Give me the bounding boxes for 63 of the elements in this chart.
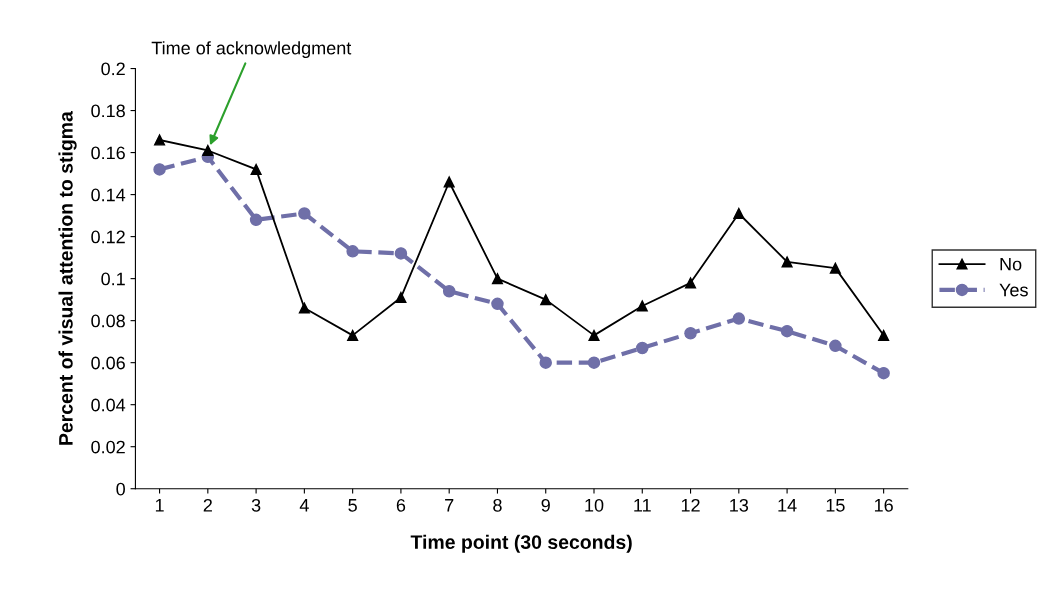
point — [829, 262, 841, 274]
point — [153, 163, 166, 176]
point — [780, 324, 794, 338]
legend-label: No — [1000, 257, 1022, 271]
x-tick-label: 10 — [585, 498, 604, 512]
y-tick-label: 0.02 — [91, 440, 125, 454]
x-tick-label: 13 — [730, 498, 749, 512]
y-tick-label: 0.18 — [91, 104, 125, 118]
point — [394, 247, 408, 260]
x-tick-label: 8 — [493, 498, 502, 512]
point — [878, 329, 890, 341]
point — [298, 207, 311, 220]
y-tick-label: 0.08 — [91, 314, 125, 328]
point — [781, 256, 793, 268]
y-tick-label: 0.16 — [91, 146, 125, 160]
point — [733, 207, 745, 220]
y-axis-title: Percent of visual attention to stigma — [58, 111, 77, 445]
x-tick-label: 14 — [778, 499, 797, 512]
legend-label: Yes — [999, 283, 1028, 297]
point — [395, 291, 407, 304]
point — [732, 312, 746, 325]
x-tick-label: 1 — [155, 499, 164, 512]
annotation: Time of acknowledgment — [151, 41, 352, 59]
point — [877, 366, 890, 380]
point — [540, 294, 552, 306]
y-tick-label: 0.04 — [91, 398, 126, 412]
point — [684, 327, 697, 340]
point — [684, 277, 697, 289]
point — [588, 329, 600, 341]
x-tick-label: 3 — [251, 498, 261, 512]
point — [202, 144, 214, 157]
point — [491, 273, 504, 285]
x-tick-label: 16 — [874, 498, 893, 512]
point — [249, 213, 263, 227]
point — [587, 356, 601, 369]
point — [298, 302, 310, 314]
y-tick-label: 0.12 — [91, 230, 125, 244]
point — [346, 245, 359, 258]
point — [443, 176, 455, 188]
x-tick-label: 12 — [681, 498, 700, 512]
point — [636, 341, 649, 355]
point — [442, 284, 456, 298]
point — [250, 163, 262, 175]
y-tick-label: 0.14 — [91, 188, 126, 202]
x-tick-label: 7 — [445, 499, 454, 512]
x-tick-label: 11 — [634, 499, 651, 512]
y-tick-label: 0.2 — [101, 62, 125, 76]
point — [491, 297, 504, 311]
x-axis-title: Time point (30 seconds) — [410, 534, 632, 553]
point — [347, 329, 359, 341]
x-tick-label: 4 — [299, 499, 309, 512]
point — [154, 134, 166, 146]
y-tick-label: 0.06 — [91, 356, 125, 370]
point — [539, 356, 552, 369]
x-tick-label: 6 — [396, 498, 406, 512]
x-tick-label: 9 — [541, 498, 550, 512]
point — [829, 339, 842, 353]
x-tick-label: 5 — [348, 499, 357, 512]
point — [636, 300, 648, 312]
x-tick-label: 15 — [826, 499, 845, 512]
y-tick-label: 0.1 — [101, 272, 125, 286]
y-tick-label: 0 — [116, 482, 125, 496]
x-tick-label: 2 — [203, 498, 212, 512]
